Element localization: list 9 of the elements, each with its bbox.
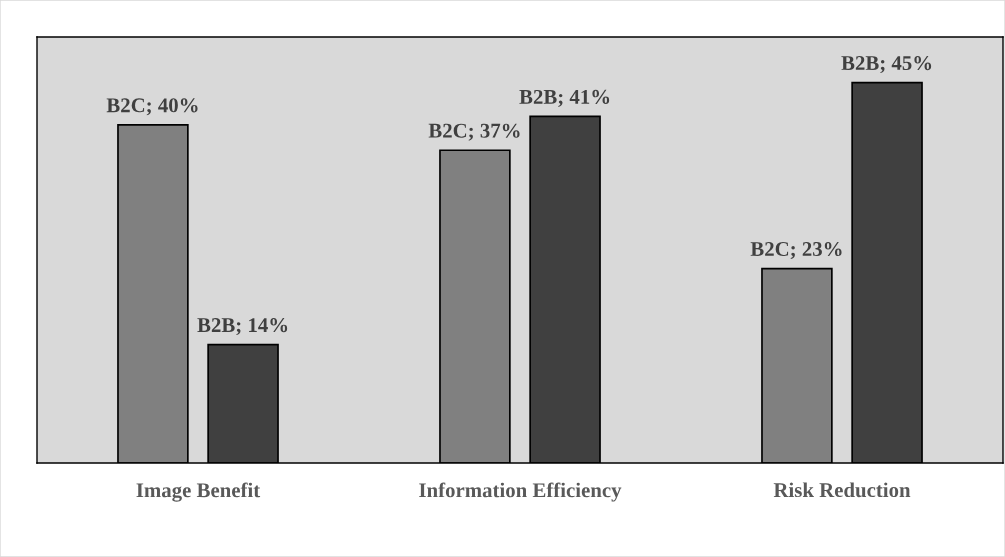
data-label: B2C; 23% bbox=[750, 241, 842, 260]
x-tick-label: Image Benefit bbox=[136, 482, 261, 502]
x-tick-label: Information Efficiency bbox=[419, 482, 622, 502]
data-label: B2B; 45% bbox=[841, 56, 932, 74]
x-tick-label: Risk Reduction bbox=[773, 482, 911, 498]
data-label: B2C; 40% bbox=[106, 98, 198, 116]
data-label: B2B; 41% bbox=[519, 89, 610, 107]
data-label: B2B; 14% bbox=[197, 318, 288, 336]
data-label: B2C; 37% bbox=[428, 123, 520, 141]
